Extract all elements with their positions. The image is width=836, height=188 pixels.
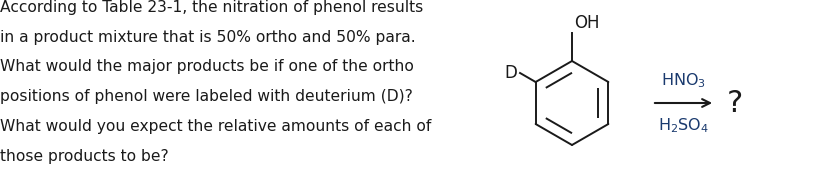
Text: positions of phenol were labeled with deuterium (D)?: positions of phenol were labeled with de…	[1, 89, 413, 104]
Text: in a product mixture that is 50% ortho and 50% para.: in a product mixture that is 50% ortho a…	[1, 30, 415, 45]
Text: OH: OH	[573, 14, 599, 32]
Text: H$_2$SO$_4$: H$_2$SO$_4$	[657, 116, 708, 135]
Text: HNO$_3$: HNO$_3$	[660, 71, 705, 90]
Text: D: D	[503, 64, 517, 82]
Text: ?: ?	[726, 89, 742, 118]
Text: According to Table 23-1, the nitration of phenol results: According to Table 23-1, the nitration o…	[1, 0, 423, 15]
Text: those products to be?: those products to be?	[1, 149, 169, 164]
Text: What would you expect the relative amounts of each of: What would you expect the relative amoun…	[1, 119, 431, 134]
Text: What would the major products be if one of the ortho: What would the major products be if one …	[1, 59, 414, 74]
